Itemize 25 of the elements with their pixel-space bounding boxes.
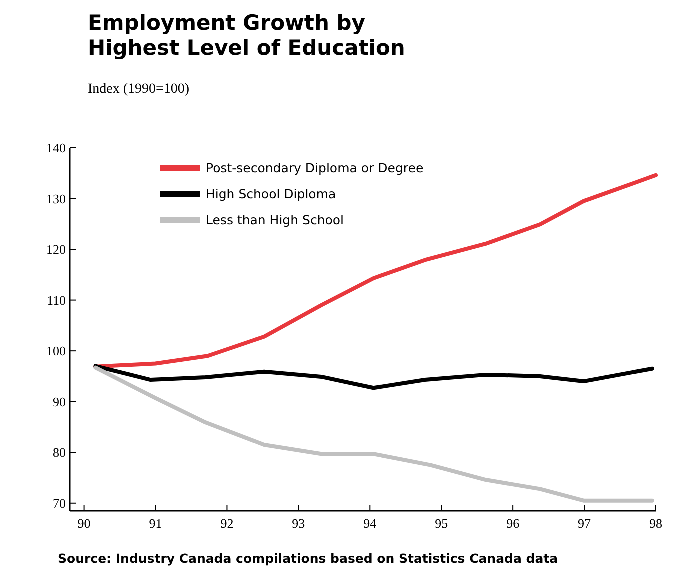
x-tick-label: 95 <box>435 516 448 531</box>
x-tick-label: 90 <box>78 516 91 531</box>
chart-subtitle: Index (1990=100) <box>88 82 190 97</box>
line-series <box>94 366 654 503</box>
legend-label: High School Diploma <box>206 186 336 202</box>
y-tick-label: 80 <box>53 445 66 460</box>
x-tick-label: 94 <box>364 516 378 531</box>
x-tick-label: 98 <box>650 516 662 531</box>
y-tick-label: 70 <box>53 496 66 511</box>
x-tick-label: 97 <box>578 516 592 531</box>
line-series <box>94 364 654 390</box>
chart-title: Employment Growth by Highest Level of Education <box>88 11 406 60</box>
y-tick-label: 90 <box>53 394 66 410</box>
y-tick-label: 120 <box>46 242 66 258</box>
x-tick-label: 93 <box>292 516 306 531</box>
y-tick-label: 140 <box>46 140 66 156</box>
y-tick-label: 110 <box>46 292 66 308</box>
x-tick-label: 92 <box>220 516 234 531</box>
legend-label: Less than High School <box>206 212 344 228</box>
legend-label: Post-secondary Diploma or Degree <box>206 160 424 176</box>
x-tick-label: 91 <box>149 516 162 531</box>
x-tick-label: 96 <box>506 516 520 531</box>
source-note: Source: Industry Canada compilations based on Statistics Canada data <box>58 551 558 566</box>
y-tick-label: 130 <box>46 191 66 206</box>
y-tick-label: 100 <box>46 344 66 359</box>
